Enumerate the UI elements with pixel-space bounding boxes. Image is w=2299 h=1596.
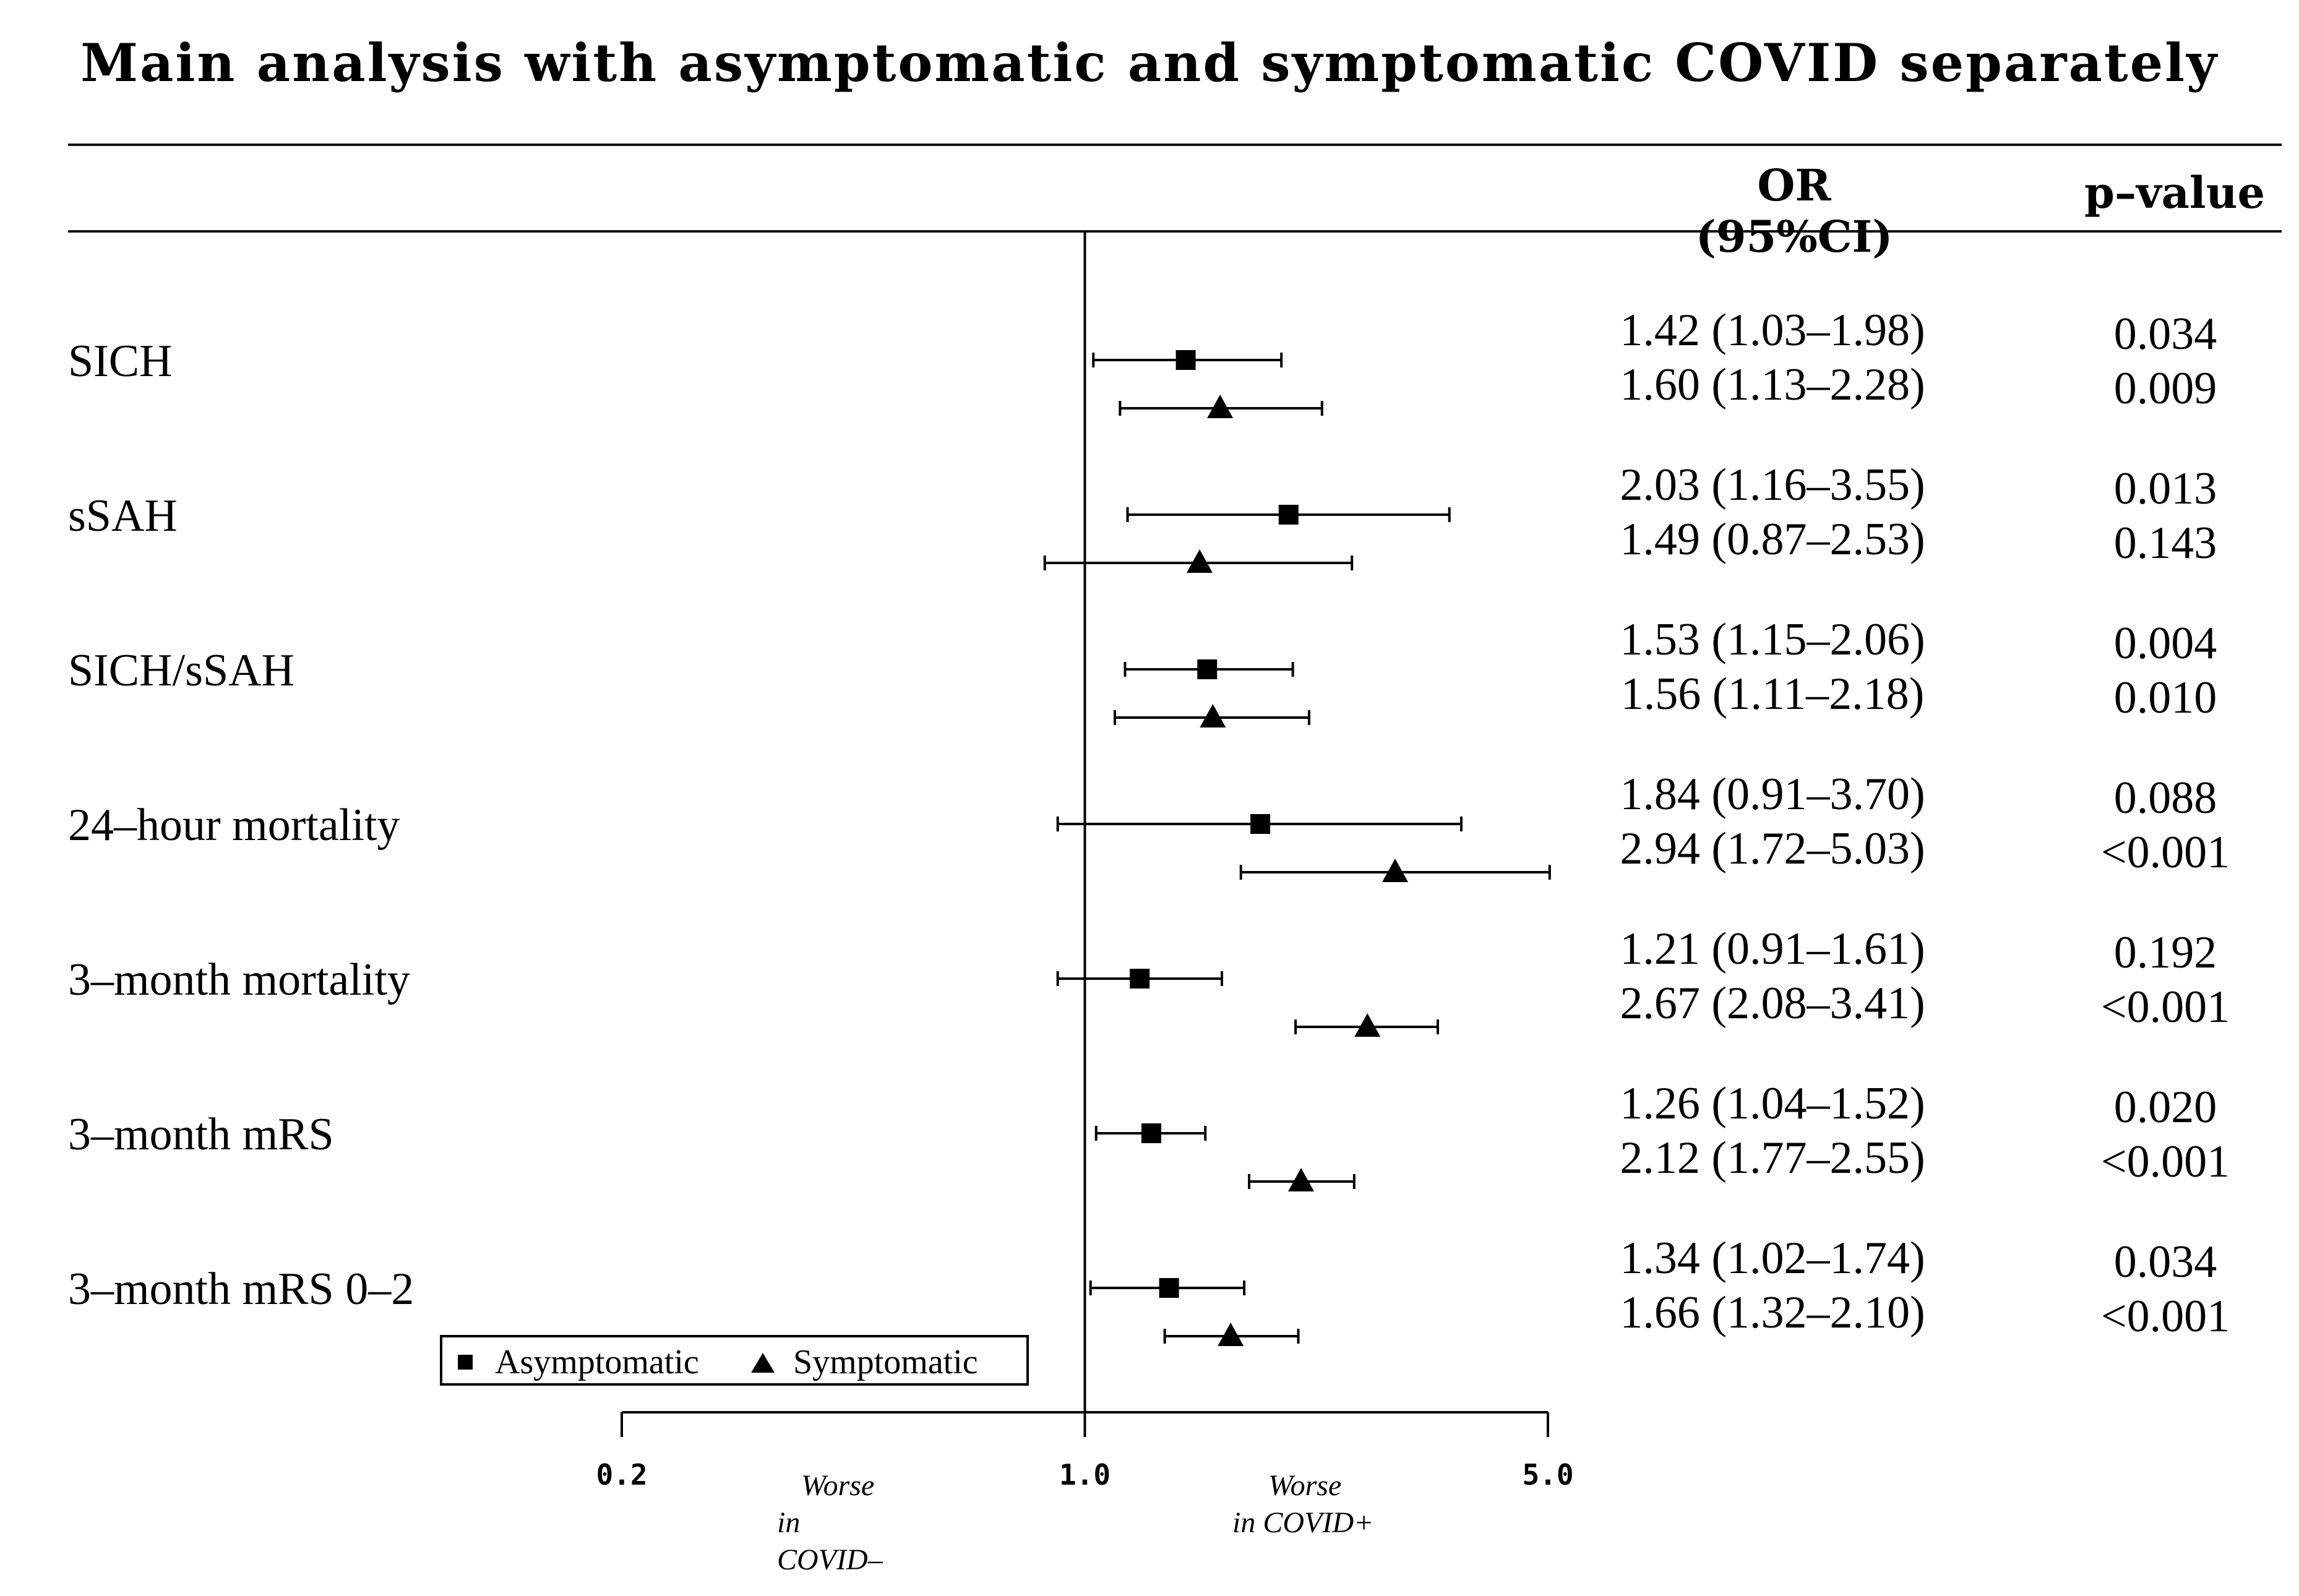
legend-square-icon bbox=[458, 1355, 473, 1370]
point-estimate-triangle bbox=[1186, 549, 1213, 573]
odds-ratio-ci: 1.34 (1.02–1.74) bbox=[1620, 1233, 1925, 1284]
odds-ratio-ci: 2.03 (1.16–3.55) bbox=[1620, 460, 1925, 510]
p-value: 0.088 bbox=[2113, 773, 2217, 823]
point-estimate-triangle bbox=[1354, 1013, 1381, 1037]
odds-ratio-ci: 1.53 (1.15–2.06) bbox=[1620, 614, 1925, 665]
p-value: 0.004 bbox=[2113, 618, 2217, 669]
p-value: <0.001 bbox=[2100, 827, 2230, 878]
p-value: <0.001 bbox=[2100, 1291, 2230, 1342]
or-column-header: OR (95%CI) bbox=[1695, 160, 1893, 262]
outcome-label: 3–month mRS bbox=[68, 1109, 334, 1160]
chart-title: Main analysis with asymptomatic and symp… bbox=[80, 32, 2219, 93]
odds-ratio-ci: 1.26 (1.04–1.52) bbox=[1620, 1078, 1925, 1129]
odds-ratio-ci: 2.12 (1.77–2.55) bbox=[1620, 1133, 1925, 1183]
p-value: 0.009 bbox=[2113, 363, 2217, 414]
point-estimate-triangle bbox=[1207, 395, 1234, 418]
annotation-worse-covid-negative: Worse in COVID– bbox=[777, 1469, 883, 1576]
outcome-label: 3–month mRS 0–2 bbox=[68, 1264, 415, 1315]
point-estimate-triangle bbox=[1218, 1323, 1244, 1346]
axis-annotations: Worse in COVID– Worse in COVID+ bbox=[777, 1469, 1373, 1576]
point-estimate-square bbox=[1278, 505, 1299, 525]
p-value: 0.143 bbox=[2113, 518, 2217, 568]
p-value: 0.013 bbox=[2113, 463, 2217, 514]
p-value: 0.020 bbox=[2113, 1082, 2217, 1133]
point-estimate-triangle bbox=[1287, 1168, 1314, 1191]
x-tick-label: 5.0 bbox=[1522, 1458, 1573, 1491]
header-top-rule bbox=[68, 144, 2282, 146]
p-value: <0.001 bbox=[2100, 1136, 2230, 1187]
point-estimate-square bbox=[1175, 350, 1196, 370]
x-tick-label: 1.0 bbox=[1059, 1458, 1111, 1491]
p-value: 0.034 bbox=[2113, 309, 2217, 359]
legend-triangle-icon bbox=[751, 1353, 775, 1373]
odds-ratio-ci: 1.66 (1.32–2.10) bbox=[1620, 1287, 1925, 1338]
odds-ratio-ci: 1.56 (1.11–2.18) bbox=[1620, 669, 1925, 719]
point-estimate-triangle bbox=[1382, 859, 1409, 882]
outcome-label: SICH bbox=[68, 336, 173, 387]
odds-ratio-ci: 1.42 (1.03–1.98) bbox=[1620, 305, 1925, 356]
outcome-label: sSAH bbox=[68, 491, 178, 541]
x-axis: 0.2 1.0 5.0 bbox=[596, 232, 1574, 1491]
p-value: <0.001 bbox=[2100, 982, 2230, 1032]
header-bottom-rule bbox=[68, 230, 2282, 233]
legend-label-symptomatic: Symptomatic bbox=[793, 1343, 978, 1381]
point-estimate-triangle bbox=[1200, 704, 1226, 727]
legend: Asymptomatic Symptomatic bbox=[440, 1335, 1029, 1386]
point-estimate-square bbox=[1141, 1123, 1161, 1143]
odds-ratio-ci: 2.67 (2.08–3.41) bbox=[1620, 978, 1925, 1029]
outcome-label: 24–hour mortality bbox=[68, 800, 400, 851]
point-estimate-square bbox=[1250, 814, 1271, 834]
point-estimate-square bbox=[1130, 969, 1150, 989]
odds-ratio-ci: 1.21 (0.91–1.61) bbox=[1620, 924, 1925, 974]
p-value: 0.192 bbox=[2113, 927, 2217, 978]
p-value: 0.034 bbox=[2113, 1237, 2217, 1287]
odds-ratio-ci: 1.49 (0.87–2.53) bbox=[1620, 514, 1925, 565]
odds-ratio-ci: 1.60 (1.13–2.28) bbox=[1620, 359, 1925, 410]
p-value: 0.010 bbox=[2113, 672, 2217, 723]
x-tick-label: 0.2 bbox=[596, 1458, 647, 1491]
forest-marks bbox=[1043, 350, 1551, 1346]
odds-ratio-ci: 2.94 (1.72–5.03) bbox=[1620, 823, 1925, 874]
point-estimate-square bbox=[1197, 659, 1218, 679]
outcome-label: SICH/sSAH bbox=[68, 645, 294, 696]
annotation-worse-covid-positive: Worse in COVID+ bbox=[1232, 1469, 1373, 1539]
legend-label-asymptomatic: Asymptomatic bbox=[495, 1343, 699, 1381]
point-estimate-square bbox=[1159, 1278, 1179, 1298]
legend-box bbox=[440, 1335, 1029, 1386]
outcome-label: 3–month mortality bbox=[68, 955, 410, 1005]
p-value-column-header: p–value bbox=[2084, 167, 2265, 218]
odds-ratio-ci: 1.84 (0.91–3.70) bbox=[1620, 769, 1925, 820]
